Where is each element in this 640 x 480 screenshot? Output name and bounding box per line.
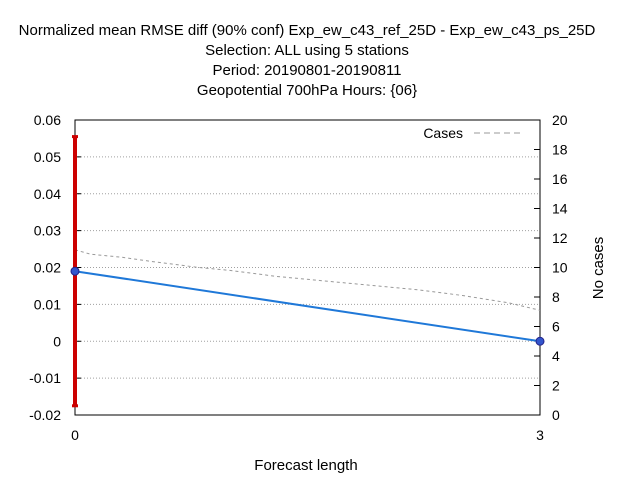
x-tick-label: 0 (71, 427, 79, 443)
y-tick-label: -0.02 (29, 407, 61, 423)
y2-tick-label: 4 (552, 348, 560, 364)
y2-tick-label: 8 (552, 289, 560, 305)
y2-tick-label: 0 (552, 407, 560, 423)
series-line-rmse-diff (74, 270, 541, 343)
y2-tick-label: 16 (552, 171, 568, 187)
y-tick-label: 0.03 (34, 223, 61, 239)
y2-tick-label: 10 (552, 260, 568, 276)
y-axis-ticks-right: 0 2 4 6 8 10 12 14 16 18 20 (534, 112, 568, 423)
x-axis-label: Forecast length (254, 457, 357, 474)
title-line-1: Normalized mean RMSE diff (90% conf) Exp… (19, 22, 596, 39)
series-line-cases (74, 249, 541, 311)
legend: Cases (423, 125, 520, 141)
y-tick-label: 0.06 (34, 112, 61, 128)
grid (75, 156, 540, 379)
y2-tick-label: 12 (552, 230, 568, 246)
title-line-2: Selection: ALL using 5 stations (205, 42, 409, 59)
legend-label-cases: Cases (423, 125, 463, 141)
y2-tick-label: 20 (552, 112, 568, 128)
chart-title: Normalized mean RMSE diff (90% conf) Exp… (19, 22, 596, 99)
y2-tick-label: 18 (552, 142, 568, 158)
title-line-4: Geopotential 700hPa Hours: {06} (197, 82, 417, 99)
y-tick-label: -0.01 (29, 370, 61, 386)
y-tick-label: 0 (53, 333, 61, 349)
data-point (70, 266, 80, 276)
y2-tick-label: 6 (552, 319, 560, 335)
y-tick-label: 0.04 (34, 186, 61, 202)
data-point (535, 336, 545, 346)
y2-tick-label: 14 (552, 201, 568, 217)
series-layer (70, 135, 545, 408)
y-tick-label: 0.02 (34, 260, 61, 276)
y-tick-label: 0.05 (34, 149, 61, 165)
title-line-3: Period: 20190801-20190811 (212, 62, 401, 79)
y2-tick-label: 2 (552, 378, 560, 394)
y-axis-label-right: No cases (590, 237, 607, 300)
y-axis-ticks-left: -0.02 -0.01 0 0.01 0.02 0.03 0.04 0.05 0.06 (29, 112, 81, 423)
y-tick-label: 0.01 (34, 296, 61, 312)
x-tick-label: 3 (536, 427, 544, 443)
